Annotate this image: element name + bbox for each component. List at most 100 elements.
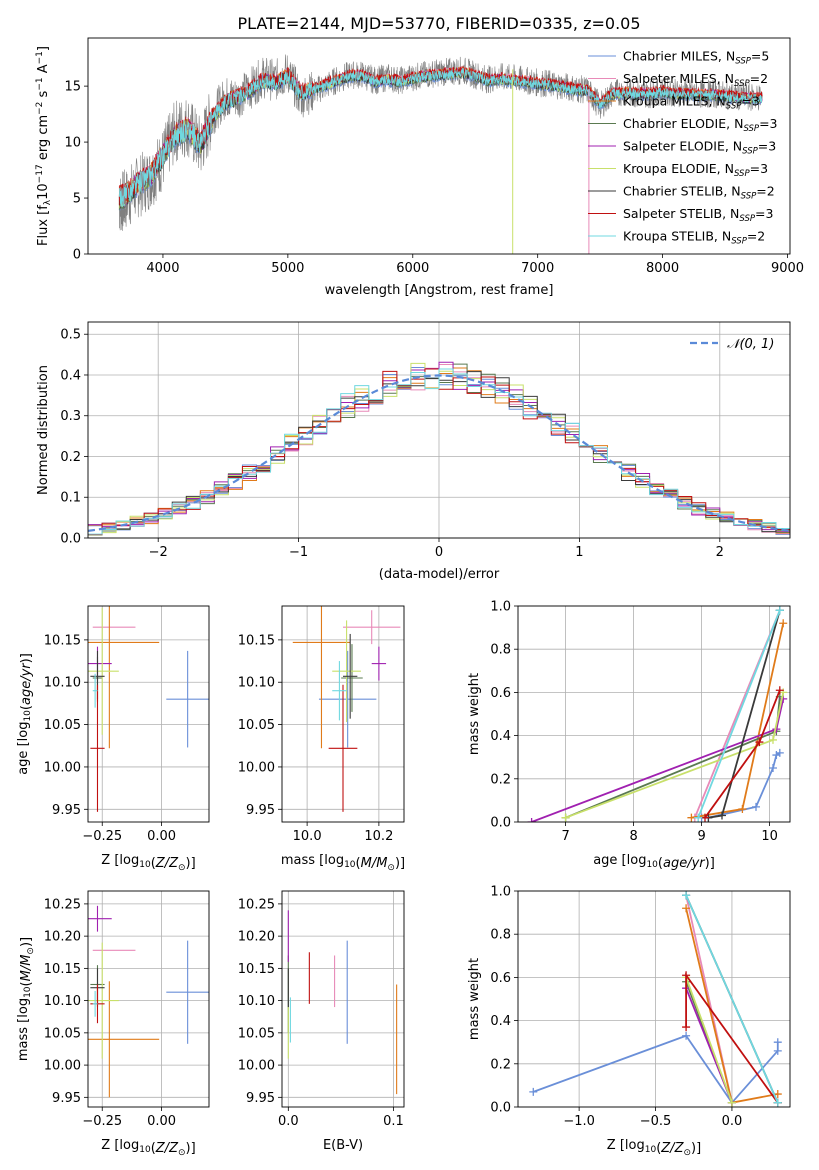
x-tick-label: 0.0	[722, 1114, 743, 1129]
y-tick-label: 1.0	[490, 885, 511, 900]
legend-label: Chabrier ELODIE, NSSP=3	[623, 116, 778, 134]
error-bar-point	[341, 644, 363, 712]
x-tick-label: 4000	[146, 261, 179, 276]
y-tick-label: 0.6	[490, 971, 511, 986]
error-bar-point	[88, 942, 119, 1059]
y-tick-label: 0.0	[60, 532, 81, 547]
y-tick-label: 10.15	[44, 962, 81, 977]
x-tick-label: 0	[435, 545, 443, 560]
x-tick-label: −0.25	[82, 829, 122, 844]
error-bar-point	[292, 606, 351, 749]
legend-label: Salpeter STELIB, NSSP=3	[623, 206, 773, 224]
x-tick-label: 2	[716, 545, 724, 560]
mass-weight-marker	[769, 735, 777, 744]
legend-label: Chabrier MILES, NSSP=5	[623, 49, 769, 67]
error-bar-point	[92, 673, 98, 708]
mass-weight-marker	[775, 748, 784, 757]
x-tick-label: 9	[697, 829, 705, 844]
mass-weight-marker	[682, 971, 691, 980]
y-tick-label: 9.95	[52, 803, 81, 818]
x-tick-label: −1	[289, 545, 308, 560]
x-tick-label: −0.25	[82, 1114, 122, 1129]
mass-weight-marker	[773, 1038, 782, 1047]
x-tick-label: 10.2	[364, 829, 393, 844]
y-tick-label: 0.1	[60, 491, 81, 506]
legend-label: Kroupa MILES, NSSP=3	[623, 94, 760, 112]
y-tick-label: 10.10	[44, 994, 81, 1009]
y-tick-label: 10.20	[44, 930, 81, 945]
mass-weight-marker	[561, 813, 570, 822]
mass-weight-marker	[775, 686, 784, 695]
mass-weight-marker	[773, 1098, 782, 1107]
spectrum-panel: 4000 5000 6000 7000 8000 9000 0 5 10 15 wavelength…	[35, 37, 804, 298]
age-vs-mass-plot-area	[292, 606, 401, 812]
residuals-panel: −2 −1 0 1 2 0.0 0.1 0.2 0.3 0.4 0.5 (data-model)/er…	[36, 321, 791, 582]
axes-frame	[87, 37, 791, 255]
mass-weight-marker	[779, 619, 788, 628]
y-tick-label: 10.15	[44, 633, 81, 648]
mass-weight-line	[685, 894, 779, 1104]
x-tick-label: 0.00	[147, 829, 176, 844]
error-bar-point	[332, 661, 347, 721]
y-tick-label: 10.10	[238, 994, 275, 1009]
legend-label: Kroupa ELODIE, NSSP=3	[623, 161, 768, 179]
error-bar-point	[343, 610, 401, 645]
y-tick-label: 0.4	[490, 729, 511, 744]
mass-weight-marker	[682, 904, 691, 913]
model-spectrum-line	[118, 68, 763, 208]
mass-weight-line	[697, 609, 781, 819]
x-axis-label: wavelength [Angstrom, rest frame]	[325, 283, 554, 298]
axes-frame	[281, 605, 405, 823]
error-bar-point	[371, 646, 387, 681]
y-tick-label: 0.6	[490, 686, 511, 701]
y-tick-label: 10.10	[238, 676, 275, 691]
error-bar-point	[88, 606, 160, 749]
legend-label: Chabrier STELIB, NSSP=2	[623, 184, 775, 202]
mass-weight-marker	[687, 813, 696, 822]
x-tick-label: 8	[629, 829, 637, 844]
mass-vs-Z-plot-area	[88, 905, 209, 1098]
mass-weight-marker	[529, 1087, 538, 1096]
y-tick-label: 0.0	[490, 816, 511, 831]
mass-vs-Z-panel: −0.25 0.00 9.95 10.00 10.05 10.10 10.15 10.20 10…	[16, 890, 210, 1158]
error-bar-point	[343, 633, 358, 719]
y-tick-label: 10.10	[44, 676, 81, 691]
y-tick-label: 10.05	[238, 718, 275, 733]
weight-vs-age-panel: 7 8 9 10 0.0 0.2 0.4 0.6 0.8 1.0 age [log10(age/yr…	[467, 600, 791, 871]
mass-weight-marker	[701, 813, 709, 822]
y-tick-label: 10.25	[238, 897, 275, 912]
error-bar-point	[328, 684, 358, 812]
y-axis-label: age [log10(age/yr)]	[16, 653, 34, 775]
y-axis-label: mass weight	[467, 673, 482, 755]
x-tick-label: 9000	[771, 261, 804, 276]
residual-histogram	[88, 361, 790, 532]
y-tick-label: 10	[64, 136, 81, 151]
x-tick-label: 5000	[271, 261, 304, 276]
weight-vs-Z-panel: −1.0 −0.5 0.0 0.0 0.2 0.4 0.6 0.8 1.0 Z [log10(Z/…	[467, 885, 791, 1158]
y-tick-label: 9.95	[246, 1091, 275, 1106]
axes-frame	[517, 605, 791, 823]
y-tick-label: 10.00	[44, 1059, 81, 1074]
y-tick-label: 10.00	[44, 760, 81, 775]
x-tick-label: 0.00	[147, 1114, 176, 1129]
x-axis-label: Z [log10(Z/Z⊙)]	[607, 1138, 701, 1158]
y-tick-label: 0.2	[490, 1057, 511, 1072]
y-tick-label: 1.0	[490, 600, 511, 615]
y-tick-label: 9.95	[52, 1091, 81, 1106]
error-bar-point	[332, 620, 361, 723]
y-axis-label: mass [log10(M/M⊙)]	[16, 937, 36, 1061]
age-vs-Z-panel: −0.25 0.00 9.95 10.00 10.05 10.10 10.15 Z [log1…	[16, 605, 210, 873]
residual-histogram	[88, 368, 790, 535]
x-tick-label: 10	[761, 829, 778, 844]
y-tick-label: 0.3	[60, 409, 81, 424]
y-tick-label: 0.8	[490, 643, 511, 658]
y-tick-label: 0.5	[60, 328, 81, 343]
mass-weight-marker	[755, 738, 764, 747]
mass-weight-marker	[738, 805, 747, 814]
y-axis-label: mass weight	[467, 958, 482, 1040]
mass-weight-marker	[527, 818, 536, 822]
mass-weight-marker	[773, 1046, 782, 1055]
mass-weight-marker	[694, 813, 703, 822]
weight-vs-age-plot-area	[527, 606, 788, 822]
